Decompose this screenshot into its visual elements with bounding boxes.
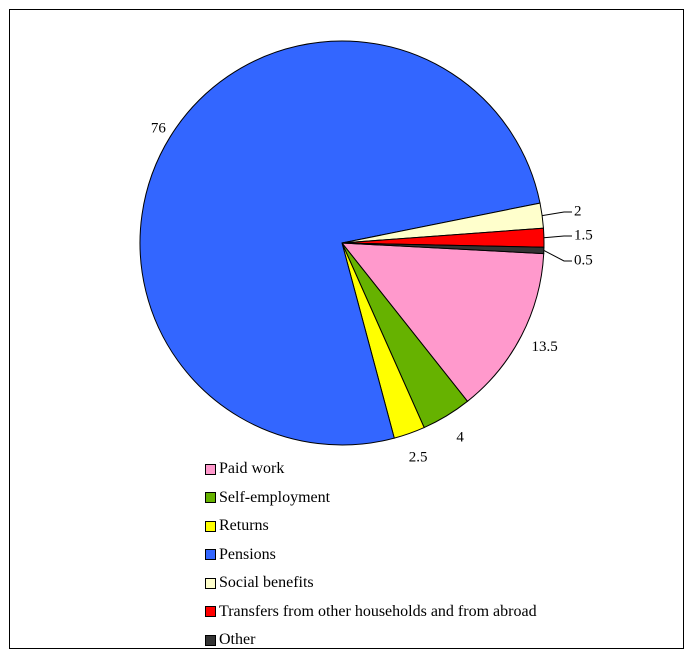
legend-item-pensions: Pensions [205, 541, 537, 570]
pie-slice-paid-work [340, 242, 545, 403]
legend-swatch-transfers [205, 606, 216, 618]
legend-item-returns: Returns [205, 512, 537, 541]
legend-item-social-benefits: Social benefits [205, 569, 537, 598]
legend-item-paid-work: Paid work [205, 455, 537, 484]
legend-item-self-employment: Self-employment [205, 484, 537, 513]
legend-swatch-pensions [205, 549, 216, 561]
pie-slices [139, 40, 545, 446]
legend-swatch-social-benefits [205, 577, 216, 589]
legend-swatch-self-employment [205, 492, 216, 504]
data-labels: 13.5 4 2.5 76 2 1.5 0.5 [151, 121, 593, 466]
data-label-other: 0.5 [574, 252, 593, 268]
leader-lines [542, 211, 572, 262]
data-label-paid-work: 13.5 [531, 339, 557, 355]
legend-label-paid-work: Paid work [219, 460, 285, 478]
data-label-transfers: 1.5 [574, 227, 593, 243]
legend-swatch-other [205, 634, 216, 646]
data-label-pensions: 76 [151, 121, 167, 137]
legend: Paid work Self-employment Returns Pensions S… [205, 455, 537, 655]
legend-label-returns: Returns [219, 517, 269, 535]
legend-label-other: Other [219, 631, 256, 649]
legend-item-transfers: Transfers from other households and from… [205, 598, 537, 627]
pie-slice-pensions [139, 40, 541, 446]
legend-item-other: Other [205, 626, 537, 655]
leader-line-transfers [543, 235, 572, 239]
legend-label-pensions: Pensions [219, 545, 276, 563]
data-label-returns: 2.5 [409, 449, 428, 465]
data-label-self-employment: 4 [456, 429, 464, 445]
data-label-social-benefits: 2 [574, 203, 582, 219]
legend-swatch-paid-work [205, 463, 216, 475]
leader-line-other [543, 249, 572, 262]
legend-label-social-benefits: Social benefits [219, 574, 314, 592]
legend-label-transfers: Transfers from other households and from… [219, 602, 537, 620]
legend-swatch-returns [205, 520, 216, 532]
legend-label-self-employment: Self-employment [219, 488, 331, 506]
leader-line-social-benefits [542, 211, 572, 217]
